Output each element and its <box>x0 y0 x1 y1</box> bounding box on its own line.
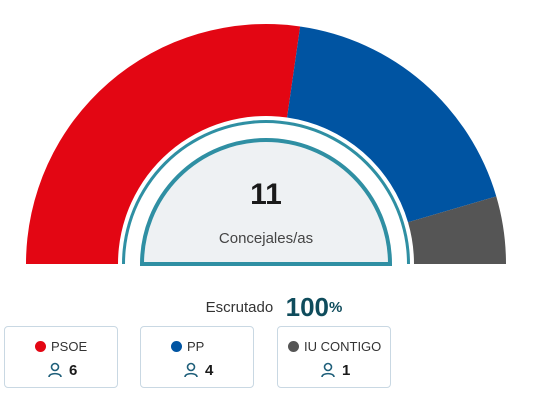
scrutiny-label: Escrutado <box>205 299 274 316</box>
inner-panel <box>144 142 388 264</box>
party-color-dot <box>171 341 182 352</box>
party-name: IU CONTIGO <box>304 339 382 354</box>
party-color-dot <box>288 341 299 352</box>
seat-row: 1 <box>320 362 350 379</box>
seat-count: 1 <box>342 362 351 379</box>
scrutiny-status: Escrutado 100% <box>0 292 548 323</box>
hemicycle-segments <box>26 24 506 264</box>
party-color-dot <box>35 341 46 352</box>
center-label: Concejales/as <box>218 230 314 247</box>
party-card-iu-contigo[interactable]: IU CONTIGO 1 <box>277 326 391 388</box>
party-label-row: PSOE <box>35 339 87 354</box>
hemicycle-segment-psoe[interactable] <box>26 24 301 264</box>
seat-row: 4 <box>183 362 213 379</box>
party-name: PP <box>187 339 205 354</box>
seat-count: 4 <box>205 362 214 379</box>
seat-row: 6 <box>47 362 77 379</box>
scrutiny-value: 100 <box>285 292 330 322</box>
party-name: PSOE <box>51 339 88 354</box>
party-card-pp[interactable]: PP 4 <box>140 326 254 388</box>
party-label-row: IU CONTIGO <box>288 339 381 354</box>
person-icon <box>184 362 198 378</box>
party-card-psoe[interactable]: PSOE 6 <box>4 326 118 388</box>
hemicycle-segment-pp[interactable] <box>287 26 497 223</box>
person-icon <box>48 362 62 378</box>
seat-count: 6 <box>69 362 78 379</box>
party-label-row: PP <box>171 339 204 354</box>
scrutiny-unit: % <box>329 299 343 316</box>
total-seats: 11 <box>250 178 282 211</box>
person-icon <box>321 362 335 378</box>
hemicycle-segment-iu-contigo[interactable] <box>408 196 506 264</box>
hemicycle-chart <box>26 24 506 266</box>
inner-panel-border <box>139 138 393 266</box>
